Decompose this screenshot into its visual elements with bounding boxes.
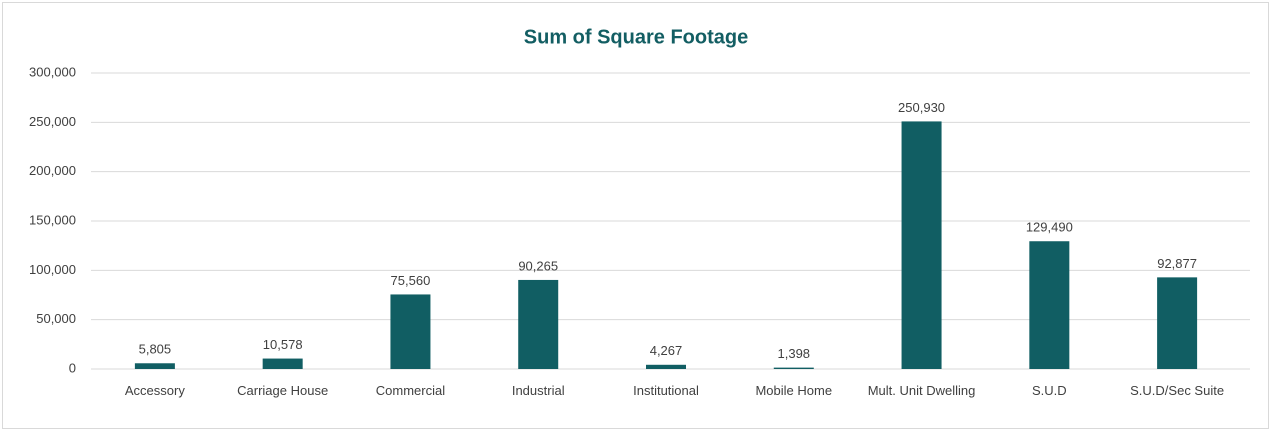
y-tick-label: 150,000	[29, 212, 76, 227]
x-tick-label: S.U.D/Sec Suite	[1130, 383, 1225, 398]
bar	[1029, 241, 1070, 369]
data-label: 250,930	[898, 100, 945, 115]
x-tick-label: S.U.D	[1031, 383, 1067, 398]
data-label: 129,490	[1026, 220, 1073, 235]
x-tick-label: Institutional	[633, 383, 699, 398]
bar	[1157, 277, 1198, 369]
bar	[773, 367, 814, 369]
chart-title: Sum of Square Footage	[524, 26, 748, 48]
data-label: 92,877	[1157, 256, 1197, 271]
bar	[901, 121, 942, 369]
y-tick-label: 100,000	[29, 262, 76, 277]
data-label: 4,267	[650, 343, 683, 358]
y-tick-label: 0	[69, 360, 76, 375]
bar	[134, 363, 175, 369]
y-tick-label: 300,000	[29, 64, 76, 79]
data-label: 5,805	[139, 342, 172, 357]
bar	[646, 364, 686, 369]
x-tick-label: Mobile Home	[755, 383, 833, 398]
y-tick-label: 50,000	[36, 311, 76, 326]
bar	[518, 279, 559, 369]
x-tick-label: Mult. Unit Dwelling	[867, 383, 976, 398]
data-label: 1,398	[778, 346, 811, 361]
x-tick-label: Carriage House	[237, 383, 329, 398]
data-label: 90,265	[518, 258, 558, 273]
data-label: 10,578	[263, 337, 303, 352]
bar	[262, 358, 303, 369]
x-tick-label: Accessory	[124, 383, 185, 398]
y-tick-label: 250,000	[29, 114, 76, 129]
data-label: 75,560	[391, 273, 431, 288]
bar	[390, 294, 431, 369]
x-tick-label: Commercial	[375, 383, 446, 398]
x-tick-label: Industrial	[511, 383, 565, 398]
y-tick-label: 200,000	[29, 163, 76, 178]
